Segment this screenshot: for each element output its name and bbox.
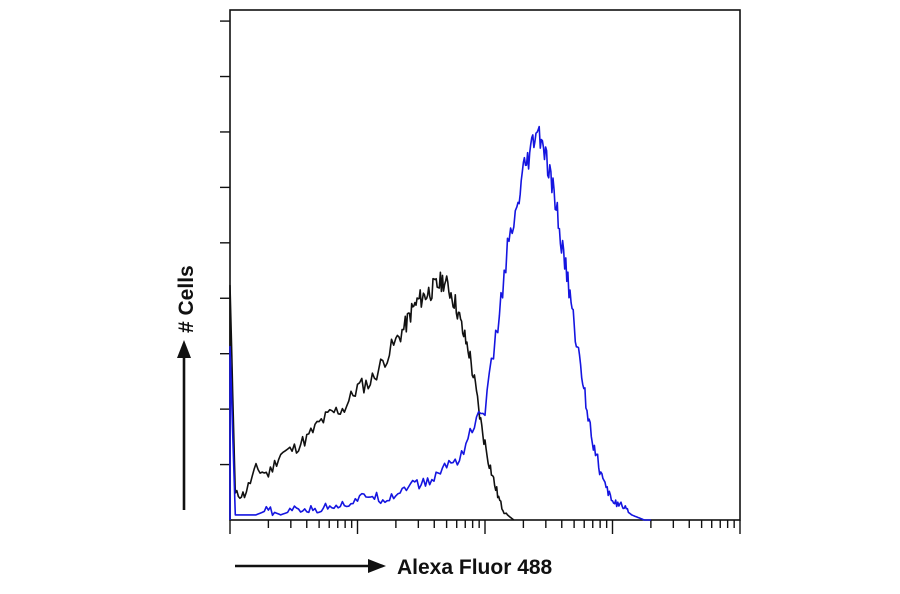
y-axis-label-group: # Cells	[175, 265, 198, 510]
x-axis-ticks	[229, 520, 741, 534]
series-2-line	[229, 125, 651, 521]
y-axis-label: # Cells	[175, 265, 198, 333]
series-layer	[229, 125, 651, 521]
x-axis-label: Alexa Fluor 488	[397, 556, 553, 579]
y-axis-ticks	[220, 20, 230, 466]
y-axis-arrow-head	[177, 340, 191, 358]
series-1-line	[229, 271, 515, 521]
x-axis-arrow-head	[368, 559, 386, 573]
x-axis-label-group: Alexa Fluor 488	[235, 556, 553, 579]
